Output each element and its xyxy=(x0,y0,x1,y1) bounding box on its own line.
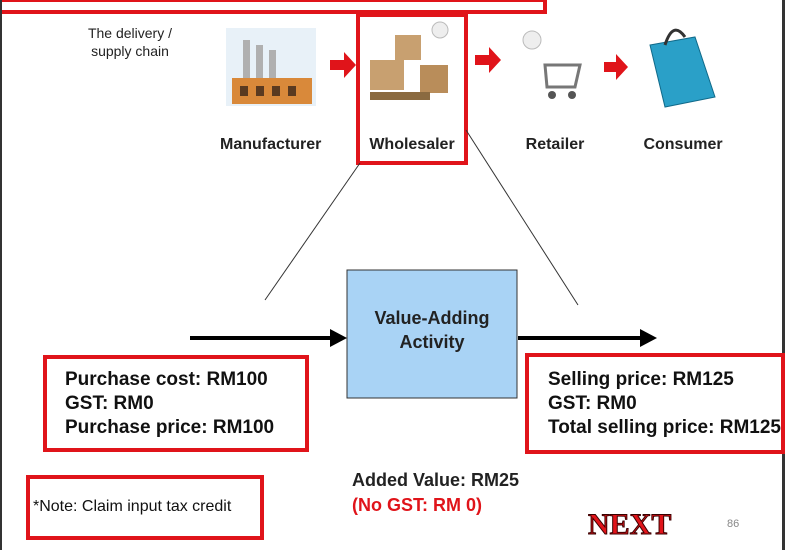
output-line: GST: RM0 xyxy=(548,393,637,414)
note: *Note: Claim input tax credit xyxy=(33,498,232,515)
cart-icon xyxy=(522,30,582,99)
output-frame xyxy=(525,353,785,454)
input-line: Purchase price: RM100 xyxy=(65,417,275,438)
caption-line: supply chain xyxy=(91,43,169,59)
top-frame xyxy=(0,0,547,14)
chain-arrows xyxy=(330,47,628,80)
activity-line: Activity xyxy=(399,332,465,352)
wholesaler-frame xyxy=(356,13,468,165)
factory-icon xyxy=(226,28,316,106)
no-gst: (No GST: RM 0) xyxy=(352,495,482,515)
caption: The delivery / supply chain xyxy=(75,24,185,60)
page-number: 86 xyxy=(727,518,740,530)
caption-line: The delivery / xyxy=(87,25,173,41)
output-text: Selling price: RM125 GST: RM0 Total sell… xyxy=(548,368,781,440)
added-value: Added Value: RM25 xyxy=(352,470,520,490)
activity-line: Value-Adding xyxy=(374,308,490,328)
note-frame xyxy=(26,475,264,540)
right-border xyxy=(782,0,785,550)
chain-label: Consumer xyxy=(643,136,723,153)
output-line: Selling price: RM125 xyxy=(548,369,734,390)
input-arrowhead xyxy=(330,329,347,347)
zoom-line xyxy=(465,129,579,306)
output-line: Total selling price: RM125 xyxy=(548,417,781,438)
zoom-line xyxy=(264,162,361,301)
input-line: Purchase cost: RM100 xyxy=(65,369,268,390)
left-border xyxy=(0,0,2,550)
activity-text: Value-Adding Activity xyxy=(347,306,517,354)
input-text: Purchase cost: RM100 GST: RM0 Purchase p… xyxy=(65,368,274,440)
chain-label: Manufacturer xyxy=(220,136,322,153)
output-arrowhead xyxy=(640,329,657,347)
boxes-icon xyxy=(370,21,449,100)
input-line: GST: RM0 xyxy=(65,393,154,414)
activity-box xyxy=(346,269,518,399)
input-frame xyxy=(43,355,309,452)
next-button[interactable]: NEXT xyxy=(587,508,672,542)
bag-icon xyxy=(649,28,716,108)
chain-label: Wholesaler xyxy=(369,136,455,153)
chain-label: Retailer xyxy=(525,136,585,153)
